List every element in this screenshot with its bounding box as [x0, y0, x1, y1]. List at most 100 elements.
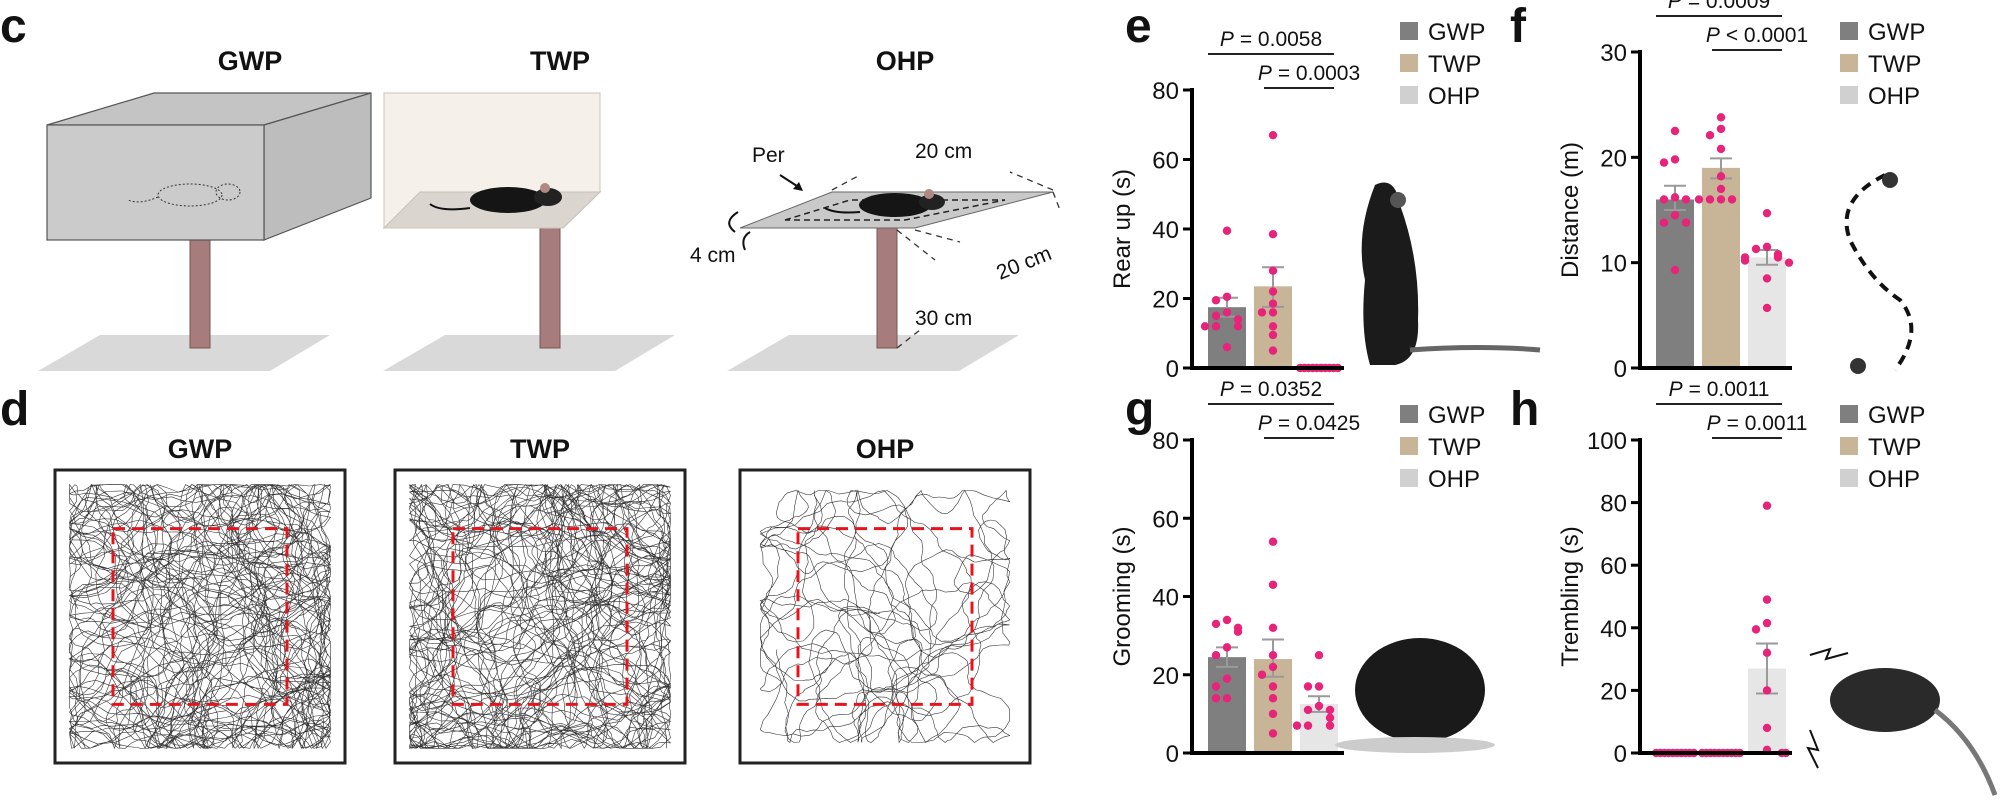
data-point	[1303, 705, 1313, 715]
y-tick-label: 80	[1152, 78, 1179, 105]
p-symbol: P	[1220, 28, 1234, 51]
data-point	[1762, 648, 1772, 658]
data-point	[1716, 184, 1726, 194]
rearing-mouse-icon	[1361, 182, 1541, 365]
data-point	[1268, 130, 1278, 140]
label-depth: 20 cm	[993, 242, 1055, 285]
data-point	[1659, 195, 1669, 204]
y-axis-label: Rear up (s)	[1109, 169, 1136, 289]
y-tick-label: 10	[1600, 251, 1627, 278]
p-symbol: P	[1258, 412, 1272, 435]
data-point	[1257, 308, 1267, 317]
data-point	[1762, 723, 1772, 733]
data-point	[1751, 625, 1761, 634]
arena-gwp	[53, 468, 347, 765]
legend-swatch	[1400, 22, 1418, 40]
data-point	[1694, 195, 1704, 204]
data-point	[1268, 623, 1278, 632]
data-point	[1727, 195, 1737, 204]
data-point	[1211, 296, 1221, 305]
p-value-label: P < 0.0001	[1706, 24, 1808, 47]
legend-label: GWP	[1428, 402, 1485, 429]
data-point	[1325, 721, 1335, 730]
data-point	[1762, 501, 1772, 510]
data-point	[1211, 682, 1221, 691]
p-symbol: P	[1707, 412, 1721, 435]
data-point	[1268, 330, 1278, 340]
p-symbol: P	[1258, 62, 1272, 85]
data-point	[1325, 705, 1335, 715]
trajectory	[759, 489, 1011, 744]
data-point	[1314, 701, 1324, 711]
grooming-mouse-icon	[1355, 638, 1485, 742]
y-tick-label: 40	[1600, 616, 1627, 643]
y-tick-label: 20	[1152, 287, 1179, 314]
track-title-twp: TWP	[510, 434, 570, 464]
data-point	[1268, 682, 1278, 691]
mouse-tail	[1409, 345, 1541, 353]
p-value-label: P = 0.0011	[1707, 412, 1808, 435]
data-point	[1268, 662, 1278, 672]
footprint	[1882, 172, 1898, 188]
p-value-label: P = 0.0011	[1669, 378, 1770, 401]
y-axis-label: Distance (m)	[1557, 142, 1584, 278]
p-value-label: P = 0.0009	[1668, 0, 1770, 13]
data-point	[1659, 158, 1669, 167]
legend-swatch	[1840, 22, 1858, 40]
footprint-trail-icon	[1844, 172, 1914, 374]
data-point	[1314, 650, 1324, 660]
y-tick-label: 40	[1152, 217, 1179, 244]
data-point	[1200, 322, 1210, 331]
data-point	[1211, 311, 1221, 321]
ohp-apparatus: Per 20 cm 20 cm 30 cm 4 cm	[690, 140, 1061, 371]
track-title-ohp: OHP	[856, 434, 915, 464]
data-point	[1211, 650, 1221, 660]
data-point	[1740, 256, 1750, 265]
p-value: < 0.0001	[1726, 24, 1808, 47]
y-tick-label: 20	[1600, 678, 1627, 705]
center-zone	[111, 527, 289, 706]
legend-label: GWP	[1868, 19, 1925, 46]
data-point	[1233, 627, 1243, 636]
y-tick-label: 20	[1600, 145, 1627, 172]
data-point	[1762, 208, 1772, 218]
data-point	[1268, 287, 1278, 296]
data-point	[1705, 195, 1715, 204]
chart-f: f 0 10 20 30 Distance (m) GWP TWP OHP P = 0.0009 P <…	[1510, 0, 1925, 383]
legend-swatch	[1840, 86, 1858, 104]
p-value: = 0.0352	[1240, 378, 1322, 401]
y-tick-label: 20	[1152, 663, 1179, 690]
data-point	[1211, 694, 1221, 703]
y-tick-label: 60	[1152, 506, 1179, 533]
p-value: = 0.0425	[1278, 412, 1360, 435]
panel-label-g: g	[1125, 383, 1154, 436]
data-point	[1716, 124, 1726, 134]
data-point	[1268, 580, 1278, 589]
data-point	[1268, 694, 1278, 703]
data-point	[1716, 172, 1726, 181]
center-zone	[451, 527, 629, 706]
data-point	[1716, 113, 1726, 122]
data-point	[1762, 303, 1772, 313]
legend-label: TWP	[1428, 434, 1481, 461]
trajectory	[408, 483, 672, 750]
tremble-mark	[1806, 729, 1820, 769]
legend-label: GWP	[1868, 402, 1925, 429]
title-ohp: OHP	[876, 46, 935, 76]
bar-gwp	[1208, 657, 1246, 753]
data-point	[1303, 721, 1313, 730]
p-symbol: P	[1668, 0, 1682, 13]
data-point	[1762, 242, 1772, 252]
legend-swatch	[1840, 405, 1858, 423]
data-point	[1670, 265, 1680, 275]
legend-swatch	[1400, 437, 1418, 455]
chart-h: h 0 20 40 60 80 100 Trembling (s) GWP TWP OHP P = 0.…	[1510, 378, 1925, 768]
trajectory	[68, 483, 332, 750]
legend-label: OHP	[1868, 466, 1920, 493]
p-value-label: P = 0.0003	[1258, 62, 1360, 85]
mouse-body	[1830, 668, 1940, 732]
label-edge: 4 cm	[690, 244, 736, 267]
y-tick-label: 80	[1152, 428, 1179, 455]
legend-label: GWP	[1428, 19, 1485, 46]
